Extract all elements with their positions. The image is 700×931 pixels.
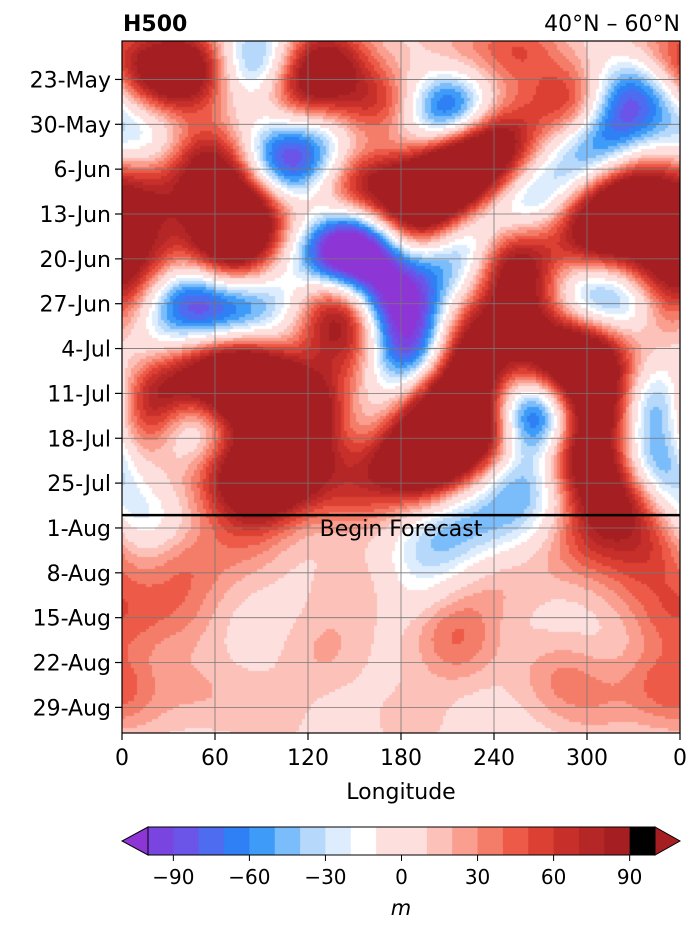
colorbar-tick-label: 30 [465, 865, 490, 889]
x-tick-label: 180 [380, 746, 422, 771]
colorbar-tick-label: 90 [617, 865, 642, 889]
colorbar-segment [350, 827, 377, 855]
y-tick-label: 29-Aug [33, 696, 111, 721]
colorbar-segment [528, 827, 555, 855]
colorbar-segment [300, 827, 326, 855]
x-axis-label: Longitude [346, 780, 455, 805]
colorbar-segment [604, 827, 631, 855]
colorbar-segment [502, 827, 529, 855]
y-tick-label: 22-Aug [33, 652, 111, 677]
colorbar-segment [325, 827, 352, 855]
x-tick-label: 240 [473, 746, 515, 771]
colorbar-segment [426, 827, 453, 855]
y-tick-label: 30-May [30, 113, 111, 138]
colorbar: −90 −60 −30 0 30 60 90 [120, 826, 682, 889]
colorbar-segment [629, 827, 656, 855]
colorbar-label: m [391, 896, 411, 920]
colorbar-segment [274, 827, 301, 855]
grid [122, 41, 680, 733]
colorbar-extend-max [654, 826, 682, 856]
y-tick-label: 20-Jun [39, 248, 111, 273]
chart-subtitle: 40°N – 60°N [544, 12, 680, 37]
x-tick-label: 0 [115, 746, 129, 771]
colorbar-segment [553, 827, 580, 855]
x-tick-label: 300 [566, 746, 608, 771]
colorbar-segment [249, 827, 276, 855]
begin-forecast-label: Begin Forecast [320, 517, 483, 542]
y-tick-label: 4-Jul [61, 338, 111, 363]
colorbar-tick-label: −60 [228, 865, 270, 889]
colorbar-segment [198, 827, 225, 855]
y-tick-label: 25-Jul [47, 472, 111, 497]
y-tick-label: 1-Aug [47, 517, 111, 542]
y-tick-label: 23-May [30, 68, 111, 93]
colorbar-segment [477, 827, 504, 855]
colorbar-extend-min [120, 826, 149, 856]
x-tick-label: 0 [673, 746, 687, 771]
y-tick-label: 15-Aug [33, 607, 111, 632]
x-axis: 0 60 120 180 240 300 0 [115, 733, 687, 771]
y-tick-label: 18-Jul [47, 427, 111, 452]
colorbar-tick-label: 0 [395, 865, 408, 889]
colorbar-segment [376, 827, 428, 855]
colorbar-segment [173, 827, 200, 855]
x-tick-label: 60 [201, 746, 229, 771]
colorbar-tick-label: −90 [152, 865, 194, 889]
colorbar-tick-label: 60 [541, 865, 566, 889]
chart-title: H500 [123, 12, 187, 37]
colorbar-segment [224, 827, 250, 855]
x-tick-label: 120 [287, 746, 329, 771]
colorbar-segment [452, 827, 479, 855]
colorbar-tick-label: −30 [304, 865, 346, 889]
colorbar-segment [148, 827, 174, 855]
colorbar-segment [578, 827, 605, 855]
y-tick-label: 27-Jun [39, 293, 111, 318]
y-axis: 23-May 30-May 6-Jun 13-Jun 20-Jun 27-Jun 4-Jul… [30, 68, 122, 721]
plot-area: Begin Forecast [121, 40, 681, 734]
y-tick-label: 8-Aug [47, 562, 111, 587]
y-tick-label: 6-Jun [53, 158, 111, 183]
y-tick-label: 13-Jun [39, 203, 111, 228]
y-tick-label: 11-Jul [47, 382, 111, 407]
